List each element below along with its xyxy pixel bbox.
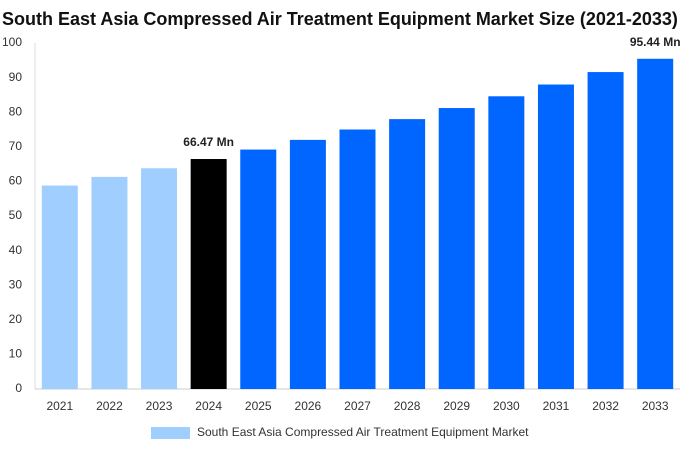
legend-label: South East Asia Compressed Air Treatment… [197, 425, 529, 439]
x-tick-label: 2027 [344, 399, 371, 413]
bar [240, 149, 277, 389]
y-tick-label: 0 [15, 381, 22, 395]
x-tick-label: 2030 [493, 399, 520, 413]
bar [537, 84, 574, 390]
y-tick-label: 20 [9, 312, 23, 326]
y-tick-label: 40 [9, 243, 23, 257]
value-label: 95.44 Mn [630, 35, 680, 49]
chart-title: South East Asia Compressed Air Treatment… [2, 9, 678, 29]
bar [339, 129, 376, 389]
bar [91, 176, 128, 389]
y-tick-label: 10 [9, 347, 23, 361]
bar [587, 72, 624, 390]
y-tick-label: 30 [9, 277, 23, 291]
value-label: 66.47 Mn [183, 135, 234, 149]
x-tick-label: 2032 [592, 399, 619, 413]
x-tick-label: 2026 [295, 399, 322, 413]
y-tick-label: 90 [9, 70, 23, 84]
bar [637, 58, 674, 390]
bar [141, 168, 178, 389]
bar [488, 96, 525, 389]
y-tick-label: 70 [9, 139, 23, 153]
bar [389, 119, 426, 390]
bar [438, 108, 475, 389]
y-tick-label: 100 [2, 35, 22, 49]
y-tick-label: 80 [9, 104, 23, 118]
bar [289, 139, 326, 389]
bar [190, 159, 227, 389]
y-tick-label: 60 [9, 174, 23, 188]
x-tick-label: 2022 [96, 399, 123, 413]
x-tick-label: 2023 [146, 399, 173, 413]
legend-swatch [151, 427, 190, 439]
x-tick-label: 2029 [443, 399, 470, 413]
bar [41, 185, 78, 389]
x-tick-label: 2033 [642, 399, 669, 413]
x-tick-label: 2028 [394, 399, 421, 413]
x-tick-label: 2031 [543, 399, 570, 413]
x-tick-label: 2025 [245, 399, 272, 413]
x-tick-label: 2024 [195, 399, 222, 413]
y-tick-label: 50 [9, 208, 23, 222]
x-tick-label: 2021 [46, 399, 73, 413]
